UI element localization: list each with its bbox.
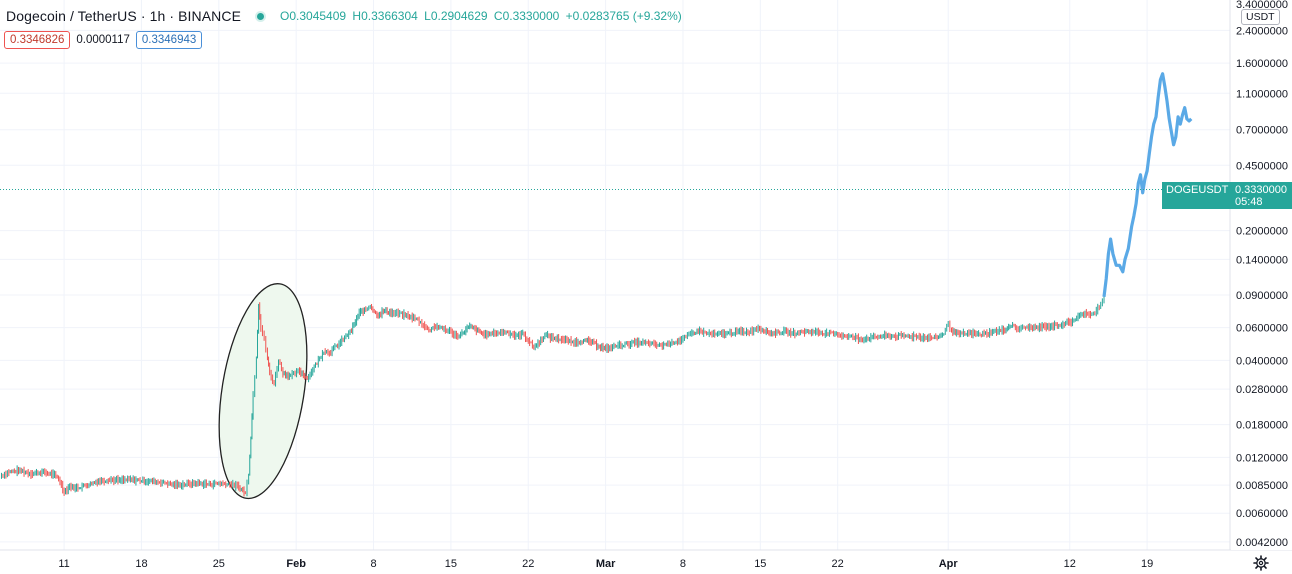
annotation-ellipse <box>218 283 308 500</box>
price-scale-top-label: 3.4000000 <box>1236 0 1288 11</box>
y-tick-label: 1.1000000 <box>1236 88 1288 100</box>
ohlc-low: L0.2904629 <box>424 9 488 23</box>
currency-label[interactable]: USDT <box>1241 9 1280 25</box>
symbol-title[interactable]: Dogecoin / TetherUS · 1h · BINANCE <box>6 8 242 24</box>
y-tick-label: 0.0280000 <box>1236 384 1288 396</box>
spread-value: 0.0000117 <box>76 34 130 46</box>
y-axis-ticks[interactable]: 2.4000000 1.6000000 1.1000000 0.7000000 0.45… <box>1236 25 1288 549</box>
y-tick-label: 0.0042000 <box>1236 537 1288 549</box>
x-axis-ticks[interactable]: 11 18 25 Feb 8 15 22 Mar 8 15 22 Apr 12 19 <box>58 558 1153 570</box>
bid-price[interactable]: 0.3346826 <box>4 31 71 49</box>
x-tick-label: 8 <box>370 558 376 570</box>
highlight-series-line <box>1102 72 1193 297</box>
y-tick-label: 0.0900000 <box>1236 290 1288 302</box>
gear-icon[interactable] <box>1253 555 1269 571</box>
x-tick-label: Feb <box>286 558 306 570</box>
bar-countdown: 05:48 <box>1235 196 1263 208</box>
ohlc-open: O0.3045409 <box>280 9 347 23</box>
x-tick-label: 18 <box>135 558 147 570</box>
x-tick-label: 22 <box>832 558 844 570</box>
y-tick-label: 0.7000000 <box>1236 125 1288 137</box>
ohlc-values: O0.3045409 H0.3366304 L0.2904629 C0.3330… <box>280 9 685 23</box>
bid-ask-panel: 0.3346826 0.0000117 0.3346943 <box>4 31 203 49</box>
x-tick-label: 19 <box>1141 558 1153 570</box>
candles <box>0 292 1105 497</box>
highlight-ellipse <box>218 283 308 500</box>
last-price-tag: DOGEUSDT 0.3330000 05:48 <box>1162 182 1292 209</box>
y-tick-label: 0.0085000 <box>1236 480 1288 492</box>
y-tick-label: 0.0060000 <box>1236 508 1288 520</box>
x-tick-label: 12 <box>1064 558 1076 570</box>
y-tick-label: 2.4000000 <box>1236 25 1288 37</box>
x-tick-label: 8 <box>680 558 686 570</box>
y-tick-label: 0.0600000 <box>1236 323 1288 335</box>
x-tick-label: Apr <box>939 558 959 570</box>
y-tick-label: 0.1400000 <box>1236 254 1288 266</box>
y-tick-label: 0.4500000 <box>1236 160 1288 172</box>
last-price-value: 0.3330000 <box>1235 184 1287 196</box>
highlight-line <box>1102 72 1193 297</box>
x-tick-label: 11 <box>58 558 69 570</box>
y-tick-label: 0.0120000 <box>1236 452 1288 464</box>
x-tick-label: 22 <box>522 558 534 570</box>
last-price-symbol: DOGEUSDT <box>1166 184 1229 196</box>
grid-lines <box>0 0 1230 550</box>
ohlc-high: H0.3366304 <box>352 9 418 23</box>
x-tick-label: Mar <box>596 558 616 570</box>
x-tick-label: 15 <box>754 558 766 570</box>
symbol-header: Dogecoin / TetherUS · 1h · BINANCE O0.30… <box>6 8 685 24</box>
y-tick-label: 1.6000000 <box>1236 58 1288 70</box>
y-tick-label: 0.0400000 <box>1236 355 1288 367</box>
ohlc-change: +0.0283765 (+9.32%) <box>565 9 682 23</box>
y-tick-label: 0.0180000 <box>1236 420 1288 432</box>
price-scale-bg <box>1231 0 1292 550</box>
x-tick-label: 25 <box>213 558 225 570</box>
y-tick-label: 0.2000000 <box>1236 226 1288 238</box>
market-status-icon <box>257 12 265 20</box>
ask-price[interactable]: 0.3346943 <box>135 31 203 49</box>
x-tick-label: 15 <box>445 558 457 570</box>
ohlc-close: C0.3330000 <box>493 9 560 23</box>
